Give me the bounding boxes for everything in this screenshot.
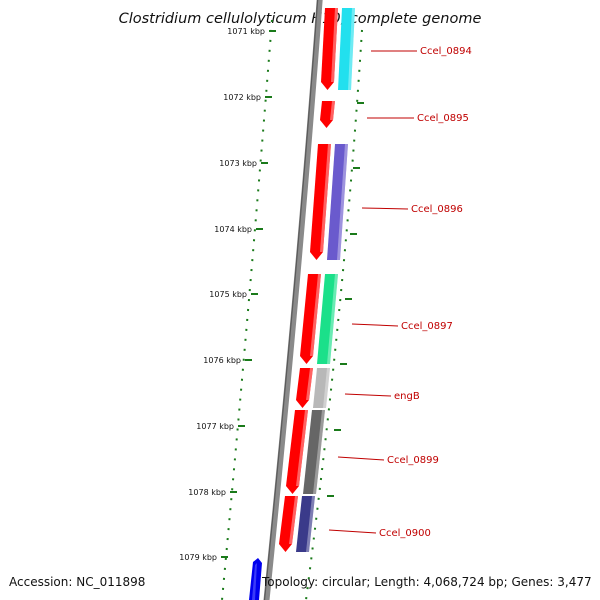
cds-arrow — [320, 101, 335, 128]
scale-ticks: 1071 kbp 1072 kbp 1073 kbp 1074 kbp 1075 kbp… — [179, 27, 364, 562]
kbp-label: 1073 kbp — [219, 159, 257, 168]
gene-7 — [279, 496, 315, 552]
gene-1 — [321, 8, 355, 90]
gene-label: Ccel_0894 — [420, 46, 472, 57]
cog-bar — [303, 410, 325, 494]
accession-text: Accession: NC_011898 — [9, 575, 145, 589]
gene-label: engB — [394, 391, 420, 402]
kbp-label: 1079 kbp — [179, 553, 217, 562]
gene-label: Ccel_0900 — [379, 528, 431, 539]
gene-3 — [310, 144, 348, 260]
leader-line — [328, 529, 377, 534]
cog-bar — [338, 8, 355, 90]
gene-label: Ccel_0896 — [411, 204, 463, 215]
kbp-label: 1075 kbp — [209, 290, 247, 299]
cog-bar — [296, 496, 315, 552]
leader-line — [337, 456, 385, 461]
topology-text: Topology: circular; Length: 4,068,724 bp… — [261, 575, 592, 589]
cds-arrow — [300, 274, 321, 364]
gene-label: Ccel_0895 — [417, 113, 469, 124]
leader-line — [361, 207, 409, 210]
gene-2 — [320, 101, 335, 128]
kbp-label: 1071 kbp — [227, 27, 265, 36]
gene-label: Ccel_0897 — [401, 321, 453, 332]
blue-gene-feature — [249, 558, 262, 600]
gene-features — [279, 8, 355, 552]
cog-bar — [313, 368, 330, 408]
gene-5 — [296, 368, 330, 408]
kbp-label: 1076 kbp — [203, 356, 241, 365]
gene-4 — [300, 274, 338, 364]
cds-arrow — [286, 410, 308, 494]
gene-6 — [286, 410, 325, 494]
kbp-label: 1078 kbp — [188, 488, 226, 497]
cds-arrow — [310, 144, 331, 260]
leader-line — [344, 393, 392, 397]
cog-bar — [327, 144, 348, 260]
leader-line — [351, 323, 399, 327]
cog-bar — [317, 274, 338, 364]
genome-title: Clostridium cellulolyticum H10, complete… — [119, 11, 482, 27]
backbone — [263, 0, 323, 600]
gene-labels: Ccel_0894 Ccel_0895 Ccel_0896 Ccel_0897 engB… — [328, 46, 472, 539]
kbp-label: 1074 kbp — [214, 225, 252, 234]
gene-label: Ccel_0899 — [387, 455, 439, 466]
kbp-label: 1072 kbp — [223, 93, 261, 102]
kbp-label: 1077 kbp — [196, 422, 234, 431]
